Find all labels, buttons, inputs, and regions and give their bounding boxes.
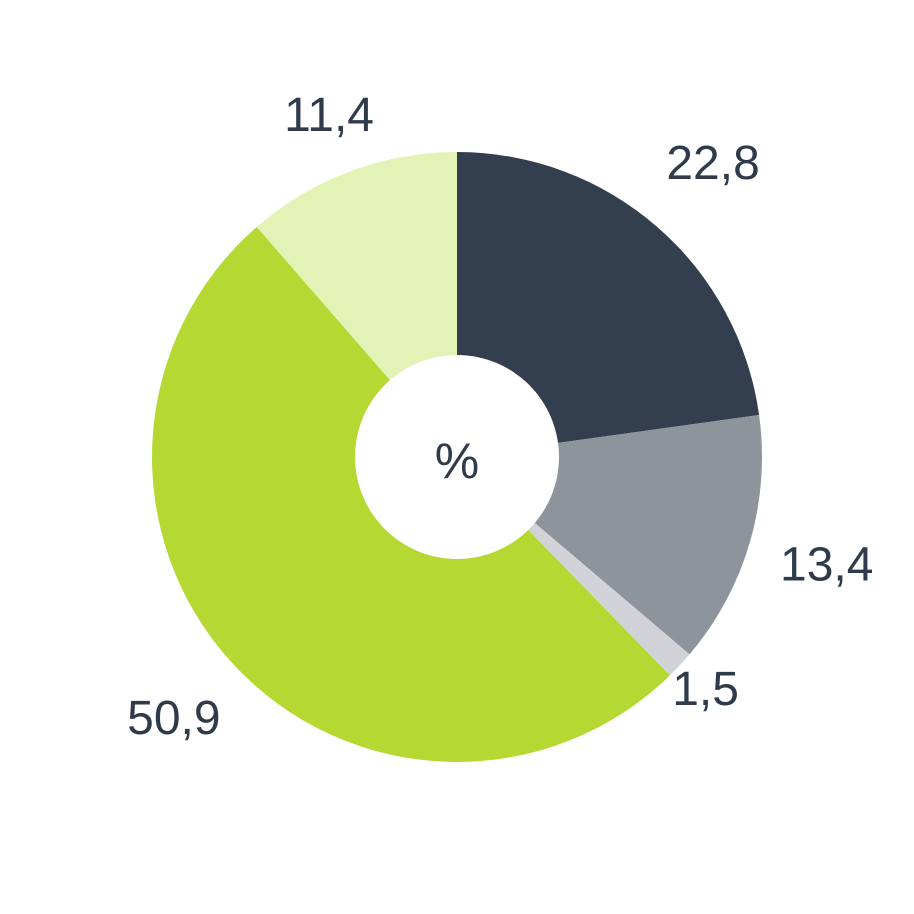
donut-hole — [355, 355, 559, 559]
slice-label-1: 22,8 — [666, 137, 759, 190]
pie-slice-1 — [457, 152, 760, 457]
labels-layer: 22,8 13,4 1,5 50,9 11,4 — [127, 89, 873, 745]
slice-label-5: 11,4 — [284, 89, 374, 142]
slice-label-2: 13,4 — [780, 538, 873, 591]
slice-label-3: 1,5 — [672, 663, 739, 716]
slice-label-4: 50,9 — [127, 692, 220, 745]
center-label: % — [435, 433, 479, 489]
